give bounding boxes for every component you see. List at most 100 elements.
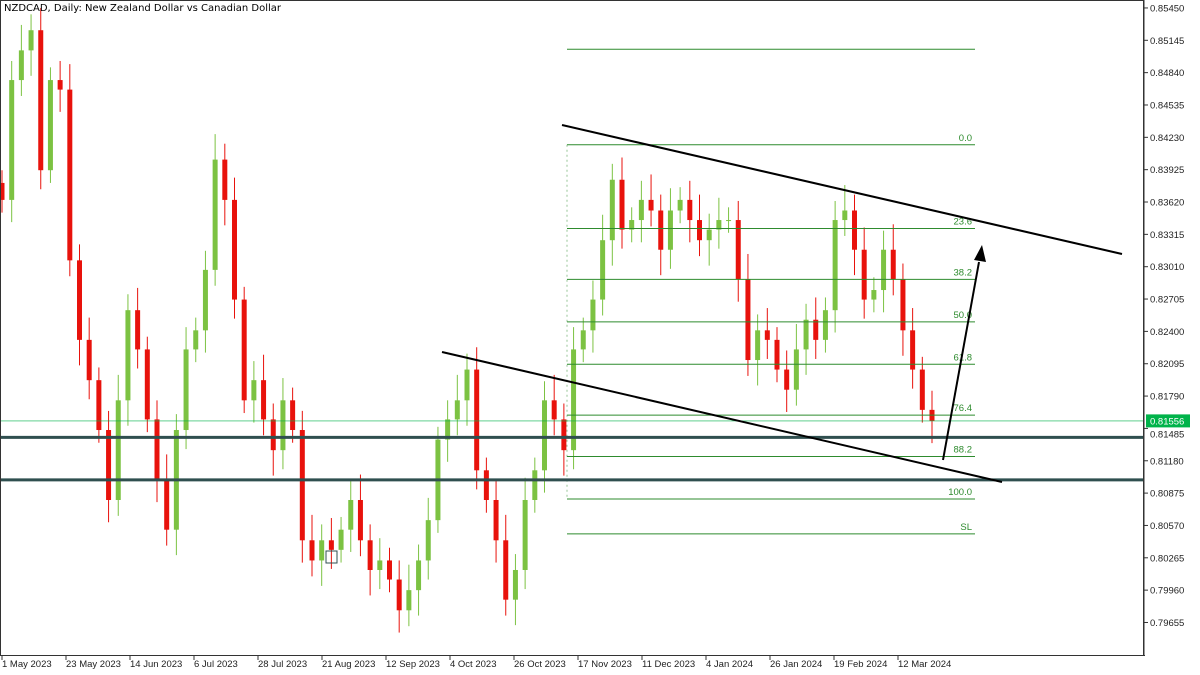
candle-body <box>784 369 790 390</box>
candle-body <box>658 210 664 250</box>
candle-body <box>842 210 848 221</box>
candle-body <box>677 199 683 211</box>
candle-body <box>57 80 63 90</box>
candle-body <box>609 179 615 241</box>
y-tick-label: 0.83315 <box>1150 230 1184 241</box>
candle-body <box>348 500 354 530</box>
candle-body <box>697 220 702 241</box>
x-tick-label: 19 Feb 2024 <box>834 659 887 670</box>
candle-body <box>454 400 460 420</box>
y-tick-label: 0.83620 <box>1150 198 1184 209</box>
candle-body <box>900 279 906 331</box>
candle-body <box>445 419 451 440</box>
candle-body <box>571 349 577 451</box>
y-tick-label: 0.81790 <box>1150 392 1184 403</box>
x-tick-label: 11 Dec 2023 <box>642 659 695 670</box>
candle-body <box>803 319 809 350</box>
candle-body <box>377 560 383 570</box>
candle-body <box>512 569 518 600</box>
candle-body <box>745 279 751 361</box>
x-tick-label: 21 Aug 2023 <box>322 659 375 670</box>
x-tick-label: 23 May 2023 <box>66 659 121 670</box>
candle-body <box>144 349 150 420</box>
candle-body <box>483 470 489 500</box>
candle-body <box>755 330 761 361</box>
candle-body <box>406 590 412 611</box>
candle-body <box>726 220 732 222</box>
candle-body <box>396 579 402 611</box>
candle-body <box>464 369 470 401</box>
fib-level-label: 0.0 <box>959 133 972 144</box>
candle-body <box>106 430 112 500</box>
fib-level-label: 38.2 <box>954 267 973 278</box>
y-tick-label: 0.84840 <box>1150 68 1184 79</box>
y-tick-label: 0.84230 <box>1150 133 1184 144</box>
candle-body <box>580 330 586 350</box>
candle-body <box>125 310 131 401</box>
candle-body <box>299 430 305 541</box>
candle-body <box>212 159 218 270</box>
candle-body <box>619 179 625 230</box>
candles <box>0 7 935 633</box>
candle-body <box>542 400 547 471</box>
marker-box <box>325 550 338 564</box>
candle-body <box>154 419 160 480</box>
chart-frame <box>0 0 1144 656</box>
x-tick-label: 28 Jul 2023 <box>258 659 307 670</box>
candle-body <box>77 260 82 340</box>
candle-body <box>667 210 673 250</box>
x-tick-label: 26 Oct 2023 <box>514 659 566 670</box>
candle-body <box>0 182 5 200</box>
candle-body <box>338 529 344 550</box>
candle-body <box>813 319 819 340</box>
y-tick-label: 0.79960 <box>1150 586 1184 597</box>
fib-level-label: 100.0 <box>948 487 972 498</box>
candle-body <box>86 339 92 381</box>
y-tick-label: 0.79655 <box>1150 618 1184 629</box>
fib-level-label: SL <box>960 522 972 533</box>
x-tick-label: 4 Oct 2023 <box>450 659 496 670</box>
candle-body <box>280 400 286 451</box>
candle-body <box>425 520 431 561</box>
x-tick-label: 17 Nov 2023 <box>578 659 632 670</box>
candle-body <box>261 380 267 420</box>
x-tick-label: 14 Jun 2023 <box>130 659 182 670</box>
candle-body <box>687 199 693 221</box>
candle-body <box>38 30 44 171</box>
candle-body <box>67 89 73 261</box>
projection-arrow-line <box>942 261 980 461</box>
candle-body <box>764 330 770 340</box>
candle-body <box>716 220 722 230</box>
current-price-label: 0.81556 <box>1150 416 1184 427</box>
candle-body <box>319 540 325 561</box>
candle-body <box>309 540 315 561</box>
candle-body <box>774 339 780 370</box>
candle-body <box>890 249 896 280</box>
x-tick-label: 12 Mar 2024 <box>898 659 951 670</box>
upper-trendline <box>561 124 1123 255</box>
candle-body <box>919 369 925 410</box>
candle-body <box>822 310 828 340</box>
candle-body <box>270 419 276 451</box>
candle-body <box>861 249 867 300</box>
candle-body <box>115 400 121 500</box>
fib-level-label: 88.2 <box>954 445 973 456</box>
y-tick-label: 0.83010 <box>1150 262 1184 273</box>
y-tick-label: 0.80570 <box>1150 521 1184 532</box>
candle-body <box>871 290 877 300</box>
candle-body <box>232 199 237 300</box>
arrow-head-icon <box>974 245 986 262</box>
candle-body <box>793 349 799 390</box>
fib-level-label: 23.6 <box>954 217 973 228</box>
candle-body <box>290 400 296 431</box>
candle-body <box>241 299 247 401</box>
candle-body <box>193 330 199 350</box>
y-tick-label: 0.80265 <box>1150 553 1184 564</box>
x-tick-label: 6 Jul 2023 <box>194 659 238 670</box>
candle-body <box>493 500 499 541</box>
x-tick-label: 4 Jan 2024 <box>706 659 753 670</box>
chart-title: NZDCAD, Daily: New Zealand Dollar vs Can… <box>4 3 281 14</box>
y-tick-label: 0.82400 <box>1150 327 1184 338</box>
